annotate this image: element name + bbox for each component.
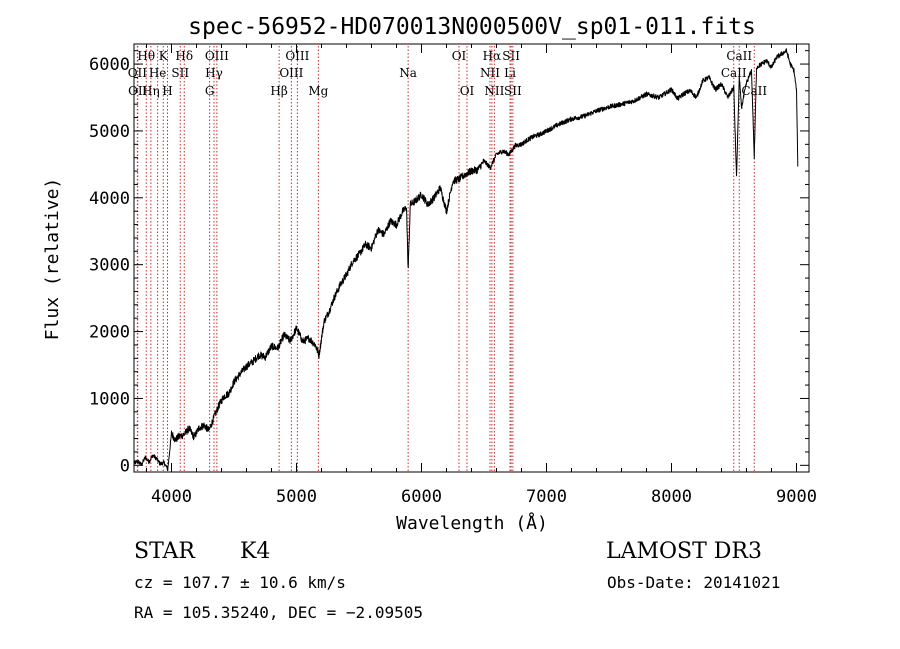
y-tick-label-4000: 4000 bbox=[89, 189, 130, 209]
y-tick-label-2000: 2000 bbox=[89, 323, 130, 343]
x-tick-label-4000: 4000 bbox=[151, 487, 192, 507]
marker-label-5: K bbox=[159, 49, 169, 63]
marker-label-12: Hβ bbox=[270, 84, 287, 98]
redshift-cz: cz = 107.7 ± 10.6 km/s bbox=[134, 573, 346, 592]
object-subclass: K4 bbox=[240, 539, 271, 564]
x-tick-label-5000: 5000 bbox=[276, 487, 317, 507]
marker-label-20: NII bbox=[480, 66, 500, 80]
series-flux bbox=[133, 48, 799, 471]
y-tick-label-5000: 5000 bbox=[89, 122, 130, 142]
marker-label-27: CaII bbox=[741, 84, 767, 98]
marker-label-19: Hα bbox=[483, 49, 502, 63]
x-tick-label-9000: 9000 bbox=[776, 487, 817, 507]
survey-name: LAMOST DR3 bbox=[606, 539, 762, 564]
marker-label-7: SII bbox=[171, 66, 189, 80]
x-axis-label: Wavelength (Å) bbox=[396, 512, 548, 534]
marker-label-16: Na bbox=[399, 66, 417, 80]
marker-label-3: Hη bbox=[142, 84, 160, 98]
marker-label-0: Hθ bbox=[137, 49, 155, 63]
observation-date: Obs-Date: 20141021 bbox=[607, 573, 781, 592]
marker-label-17: OI bbox=[452, 49, 467, 63]
y-tick-label-1000: 1000 bbox=[89, 389, 130, 409]
coordinates: RA = 105.35240, DEC = −2.09505 bbox=[134, 603, 423, 622]
marker-label-21: NII bbox=[484, 84, 504, 98]
y-tick-label-0: 0 bbox=[120, 456, 130, 476]
marker-label-8: Hδ bbox=[175, 49, 193, 63]
y-tick-label-6000: 6000 bbox=[89, 55, 130, 75]
marker-label-4: He bbox=[149, 66, 167, 80]
marker-label-26: CaII bbox=[721, 66, 747, 80]
x-tick-label-6000: 6000 bbox=[401, 487, 442, 507]
axis-layer: 4000 5000 6000 7000 8000 9000 0 1000 2000 3000 400… bbox=[89, 43, 817, 507]
marker-label-13: OIII bbox=[285, 49, 309, 63]
marker-label-24: SII bbox=[504, 84, 522, 98]
marker-label-22: SII bbox=[502, 49, 520, 63]
object-class: STAR bbox=[134, 539, 195, 564]
chart-title: spec-56952-HD070013N000500V_sp01-011.fit… bbox=[188, 14, 756, 40]
marker-label-11: G bbox=[205, 84, 215, 98]
plot-frame bbox=[133, 43, 810, 473]
y-tick-label-3000: 3000 bbox=[89, 256, 130, 276]
y-axis-label: Flux (relative) bbox=[42, 178, 63, 341]
x-tick-label-8000: 8000 bbox=[651, 487, 692, 507]
marker-label-9: OIII bbox=[205, 49, 229, 63]
marker-label-10: Hγ bbox=[205, 66, 223, 80]
marker-label-25: CaII bbox=[726, 49, 752, 63]
marker-label-15: Mg bbox=[308, 84, 328, 98]
marker-label-23: Li bbox=[504, 66, 516, 80]
marker-label-6: H bbox=[162, 84, 172, 98]
marker-label-18: OI bbox=[460, 84, 475, 98]
x-tick-label-7000: 7000 bbox=[526, 487, 567, 507]
marker-label-1: OII bbox=[128, 66, 148, 80]
marker-label-14: OIII bbox=[279, 66, 303, 80]
series-layer bbox=[133, 48, 799, 471]
